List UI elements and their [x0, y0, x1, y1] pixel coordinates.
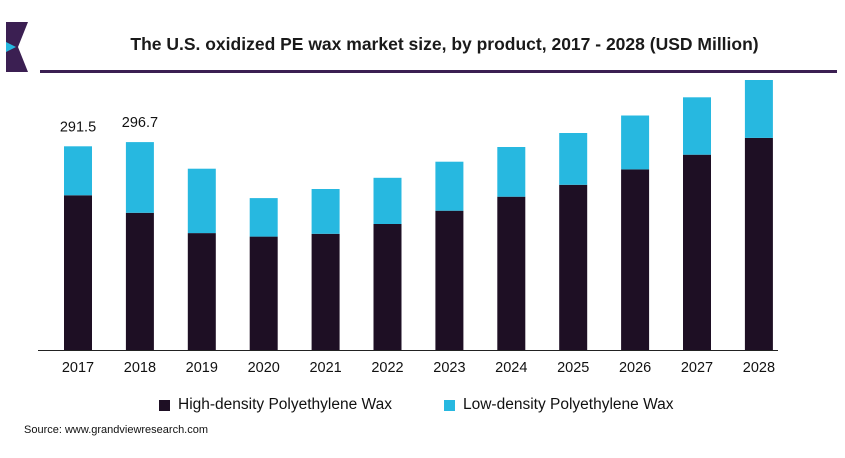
x-tick-label-2026: 2026 [619, 360, 651, 376]
bar-high-density-2026 [621, 169, 650, 350]
bar-low-density-2017 [64, 146, 92, 196]
x-tick-label-2020: 2020 [248, 360, 280, 376]
data-label-2018: 296.7 [122, 115, 158, 131]
grand-view-research-logo [6, 22, 28, 72]
data-label-2017: 291.5 [60, 119, 96, 135]
bar-low-density-2018 [125, 142, 154, 213]
legend-label-high-density: High-density Polyethylene Wax [178, 396, 392, 413]
bar-high-density-2017 [64, 195, 92, 350]
legend-swatch-high-density [159, 399, 170, 411]
x-tick-label-2028: 2028 [743, 360, 775, 376]
bar-high-density-2022 [373, 224, 402, 350]
x-tick-label-2019: 2019 [186, 360, 218, 376]
legend-swatch-low-density [444, 399, 455, 411]
bar-low-density-2024 [497, 147, 526, 197]
bar-low-density-2023 [435, 161, 464, 211]
legend-item-high-density: High-density Polyethylene Wax [159, 396, 392, 414]
x-tick-label-2024: 2024 [495, 360, 527, 376]
bar-low-density-2028 [744, 80, 773, 138]
chart-title: The U.S. oxidized PE wax market size, by… [130, 34, 759, 54]
bar-high-density-2021 [311, 233, 340, 350]
bar-low-density-2027 [683, 97, 711, 155]
x-tick-label-2022: 2022 [371, 360, 403, 376]
legend-item-low-density: Low-density Polyethylene Wax [444, 396, 674, 414]
legend-label-low-density: Low-density Polyethylene Wax [463, 396, 674, 413]
bar-low-density-2021 [311, 189, 340, 234]
bar-high-density-2028 [744, 137, 773, 350]
bar-high-density-2024 [497, 196, 526, 350]
bar-high-density-2020 [249, 236, 278, 350]
bar-low-density-2019 [187, 168, 216, 234]
title-divider [40, 70, 837, 73]
x-tick-label-2017: 2017 [62, 360, 94, 376]
bar-high-density-2027 [683, 154, 711, 350]
bar-low-density-2025 [559, 133, 588, 185]
x-tick-label-2025: 2025 [557, 360, 589, 376]
x-tick-label-2021: 2021 [309, 360, 341, 376]
x-tick-label-2018: 2018 [124, 360, 156, 376]
bar-high-density-2023 [435, 210, 464, 350]
bar-low-density-2022 [373, 177, 402, 224]
bar-low-density-2020 [249, 198, 278, 237]
x-tick-label-2023: 2023 [433, 360, 465, 376]
bar-high-density-2025 [559, 184, 588, 350]
source-note: Source: www.grandviewresearch.com [24, 424, 209, 436]
bar-high-density-2019 [187, 233, 216, 350]
bar-low-density-2026 [621, 115, 650, 170]
stacked-bar-chart: 2017 291.5 2018 296.7 2019 2020 2021 2022 2023 20… [38, 80, 778, 376]
bar-high-density-2018 [125, 212, 154, 350]
x-tick-label-2027: 2027 [681, 360, 713, 376]
